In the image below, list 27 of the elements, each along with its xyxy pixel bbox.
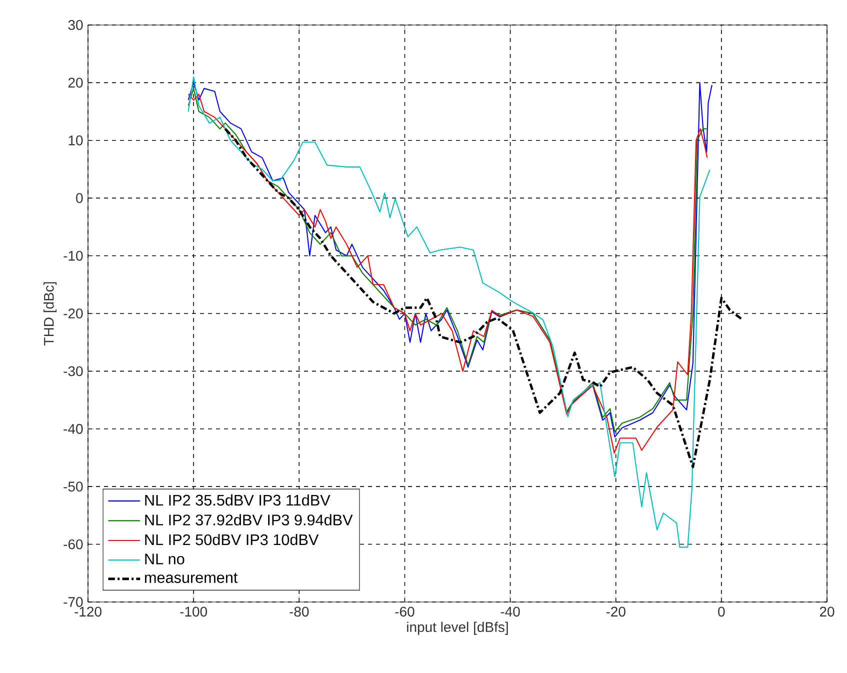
y-tick-label: 20	[68, 78, 83, 88]
y-tick-label: -10	[64, 250, 83, 261]
y-tick-label: -50	[64, 482, 83, 492]
x-tick-label: -100	[180, 606, 208, 617]
legend-label: NL IP2 35.5dBV IP3 11dBV	[145, 494, 330, 506]
legend-label: NL IP2 37.92dBV IP3 9.94dBV	[145, 514, 353, 526]
legend-label: measurement	[145, 572, 238, 583]
x-tick-label: 0	[718, 606, 725, 617]
x-tick-label: -40	[500, 606, 520, 617]
x-tick-label: -60	[395, 606, 414, 617]
x-tick-label: -80	[290, 606, 309, 617]
y-tick-label: 0	[76, 193, 83, 204]
y-tick-label: -30	[64, 366, 83, 376]
y-tick-label: 10	[68, 135, 83, 146]
x-tick-label: -20	[606, 606, 626, 617]
y-tick-label: -70	[64, 597, 83, 607]
legend-label: NL no	[145, 554, 184, 564]
y-tick-label: -20	[64, 308, 83, 318]
line-series	[224, 128, 744, 468]
x-axis-title: input level [dBfs]	[407, 622, 508, 635]
y-tick-label: -40	[64, 424, 83, 434]
y-axis-title: THD [dBc]	[44, 282, 57, 346]
y-tick-label: -60	[64, 539, 83, 550]
x-tick-label: 20	[820, 606, 834, 617]
legend-label: NL IP2 50dBV IP3 10dBV	[145, 534, 319, 546]
y-tick-label: 30	[68, 20, 83, 30]
x-tick-label: -120	[74, 606, 102, 617]
